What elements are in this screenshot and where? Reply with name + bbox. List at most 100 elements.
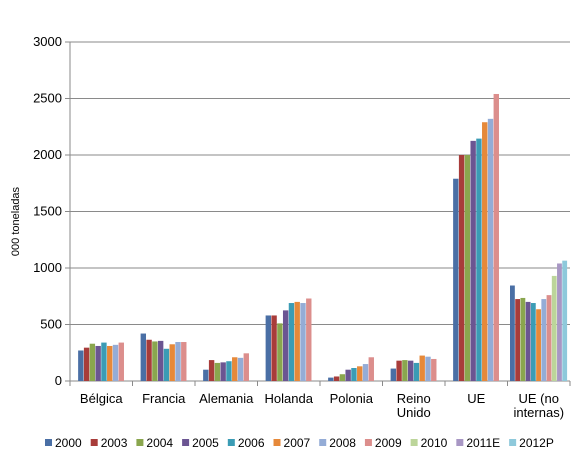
bar-2006-2 [226, 361, 232, 381]
x-category-label: Bélgica [80, 391, 123, 406]
bar-2004-5 [402, 360, 408, 381]
bar-2008-7 [541, 299, 547, 381]
bar-2006-5 [413, 362, 420, 381]
bar-2007-4 [357, 366, 363, 381]
legend-label: 2005 [192, 436, 219, 450]
bar-2006-6 [476, 138, 482, 381]
bar-2005-6 [470, 140, 476, 381]
bar-2005-2 [220, 362, 226, 381]
bar-2006-0 [101, 342, 107, 381]
bar-2000-1 [140, 333, 147, 381]
bar-2012P-7 [562, 260, 568, 381]
legend-swatch-2000 [45, 439, 52, 446]
bar-2006-1 [163, 348, 170, 381]
x-category-label: UE [467, 391, 485, 406]
legend-swatch-2004 [136, 439, 144, 446]
bar-2008-3 [300, 303, 306, 381]
legend-label: 2006 [238, 436, 265, 450]
bar-2003-4 [333, 376, 340, 381]
x-category-label: UE (no [519, 391, 559, 406]
bar-2005-7 [525, 301, 531, 381]
legend-label: 2012P [519, 436, 554, 450]
x-category-label: Polonia [330, 391, 374, 406]
legend-swatch-2007 [273, 439, 281, 446]
bar-2009-6 [493, 93, 499, 381]
y-tick-label: 0 [55, 373, 62, 388]
bar-2007-1 [169, 344, 175, 381]
bar-2009-3 [306, 298, 312, 381]
bar-2009-2 [243, 353, 249, 381]
legend-swatch-2011E [456, 439, 464, 446]
bar-2006-7 [530, 303, 536, 381]
bar-2007-5 [419, 355, 425, 381]
y-tick-label: 1000 [33, 260, 62, 275]
legend-label: 2000 [55, 436, 82, 450]
bar-2008-0 [112, 344, 119, 381]
bar-2008-6 [487, 118, 494, 381]
bar-2009-4 [368, 357, 374, 381]
x-category-label: Alemania [199, 391, 254, 406]
bar-2005-3 [282, 310, 289, 381]
bar-2003-7 [515, 299, 521, 381]
bar-2009-0 [118, 342, 124, 381]
bar-2006-3 [288, 303, 295, 381]
y-tick-label: 500 [40, 317, 62, 332]
bar-2008-2 [237, 357, 244, 381]
bar-2004-3 [277, 323, 283, 381]
bar-2005-0 [95, 345, 101, 381]
bar-2000-2 [203, 369, 209, 381]
bar-2003-0 [83, 347, 90, 381]
bar-2006-4 [351, 368, 357, 381]
bar-2008-5 [425, 356, 431, 381]
legend-swatch-2012P [509, 439, 517, 446]
x-category-label: Francia [142, 391, 186, 406]
legend-swatch-2006 [227, 439, 235, 446]
x-category-label: internas) [513, 405, 564, 420]
legend-label: 2008 [329, 436, 356, 450]
bar-2004-0 [89, 343, 96, 381]
legend-label: 2007 [284, 436, 311, 450]
bar-2003-5 [396, 360, 402, 381]
x-category-label: Holanda [265, 391, 314, 406]
x-category-label: Unido [397, 405, 431, 420]
bar-2010-7 [551, 275, 557, 381]
bar-2000-6 [453, 178, 459, 381]
bar-2007-0 [107, 345, 113, 381]
y-tick-label: 1500 [33, 204, 62, 219]
bar-2004-6 [464, 155, 471, 381]
bar-2000-0 [78, 350, 84, 381]
legend-label: 2010 [421, 436, 448, 450]
bar-2000-5 [390, 368, 397, 381]
bar-2009-5 [431, 358, 437, 381]
bar-2000-4 [328, 377, 334, 381]
legend-label: 2003 [101, 436, 128, 450]
y-axis-title: 000 toneladas [10, 186, 22, 256]
bar-2009-7 [546, 295, 552, 381]
y-tick-label: 2000 [33, 147, 62, 162]
bar-2000-7 [510, 285, 515, 381]
bar-2005-4 [345, 369, 351, 381]
bar-2000-3 [265, 315, 272, 381]
legend-swatch-2009 [364, 439, 372, 446]
bar-2005-1 [157, 340, 164, 381]
x-category-label: Reino [397, 391, 431, 406]
legend-swatch-2010 [410, 439, 418, 446]
bar-2004-2 [214, 362, 221, 381]
y-tick-label: 3000 [33, 34, 62, 49]
bar-2008-1 [175, 342, 181, 381]
legend-swatch-2003 [90, 439, 98, 446]
legend-swatch-2005 [182, 439, 190, 446]
bar-2004-1 [152, 341, 158, 381]
bar-2007-2 [232, 357, 238, 381]
legend-label: 2009 [375, 436, 402, 450]
bar-2007-7 [536, 309, 541, 381]
legend-label: 2004 [146, 436, 173, 450]
bar-2003-3 [271, 315, 277, 381]
y-tick-label: 2500 [33, 91, 62, 106]
bar-2008-4 [362, 364, 369, 381]
legend-label: 2011E [466, 436, 500, 450]
legend-swatch-2008 [319, 439, 327, 446]
bar-2011E-7 [557, 263, 562, 381]
